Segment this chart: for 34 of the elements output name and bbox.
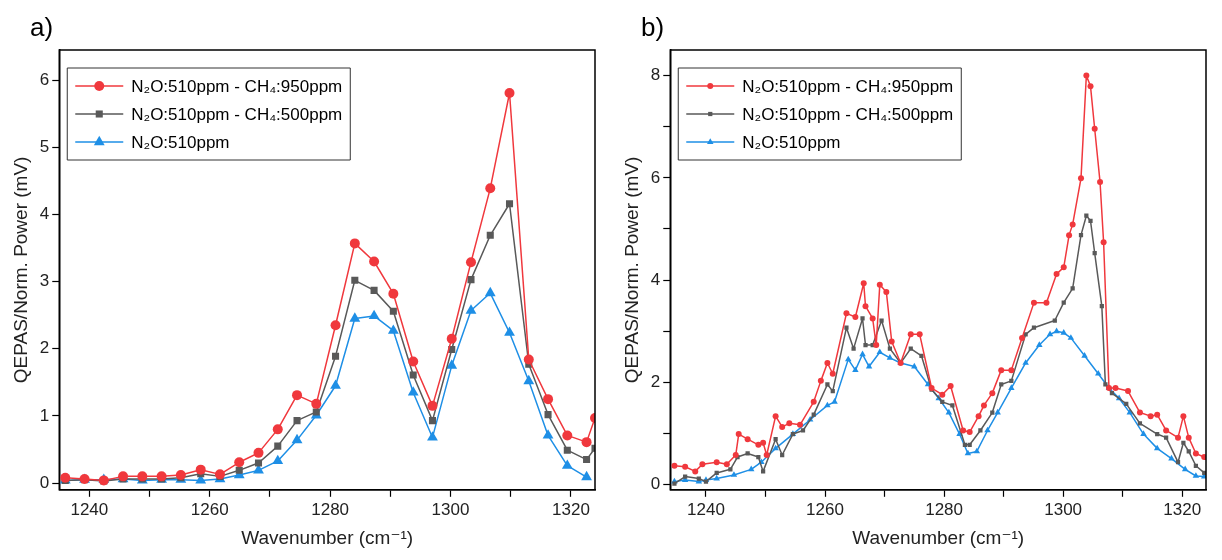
legend-label: N₂O:510ppm - CH₄:950ppm — [131, 76, 343, 96]
x-tick-label: 1320 — [552, 499, 590, 519]
x-tick-label: 1280 — [311, 499, 350, 519]
legend-label: N₂O:510ppm - CH₄:500ppm — [742, 104, 954, 124]
y-tick-label: 2 — [650, 372, 661, 392]
y-tick-label: 0 — [39, 472, 50, 492]
y-tick-label: 0 — [650, 474, 661, 494]
chart-title: a) — [30, 12, 54, 43]
y-tick-label: 2 — [39, 338, 50, 358]
x-tick-label: 1260 — [806, 499, 844, 519]
x-tick-label: 1320 — [1163, 499, 1202, 519]
y-axis-title: QEPAS/Norm. Power (mV) — [9, 156, 31, 384]
y-tick-label: 3 — [39, 271, 50, 291]
legend-label: N₂O:510ppm — [742, 132, 841, 152]
x-tick-label: 1260 — [190, 499, 229, 519]
x-tick-label: 1240 — [70, 499, 109, 519]
y-tick-label: 6 — [39, 69, 50, 89]
y-tick-label: 1 — [39, 405, 50, 425]
x-tick-label: 1240 — [687, 499, 725, 519]
x-axis-title: Wavenumber (cm⁻¹) — [241, 526, 414, 548]
y-tick-label: 5 — [39, 137, 50, 157]
legend-label: N₂O:510ppm - CH₄:950ppm — [742, 76, 954, 96]
legend-label: N₂O:510ppm — [131, 132, 230, 152]
chart-title: b) — [641, 12, 665, 43]
y-tick-label: 4 — [39, 204, 50, 224]
x-tick-label: 1280 — [925, 499, 963, 519]
x-axis-title: Wavenumber (cm⁻¹) — [852, 526, 1025, 548]
y-tick-label: 4 — [650, 269, 661, 289]
x-tick-label: 1300 — [1044, 499, 1083, 519]
y-tick-label: 6 — [650, 167, 661, 187]
y-tick-label: 8 — [650, 65, 661, 85]
y-axis-title: QEPAS/Norm. Power (mV) — [620, 156, 642, 384]
legend-label: N₂O:510ppm - CH₄:500ppm — [131, 104, 343, 124]
x-tick-label: 1300 — [431, 499, 470, 519]
